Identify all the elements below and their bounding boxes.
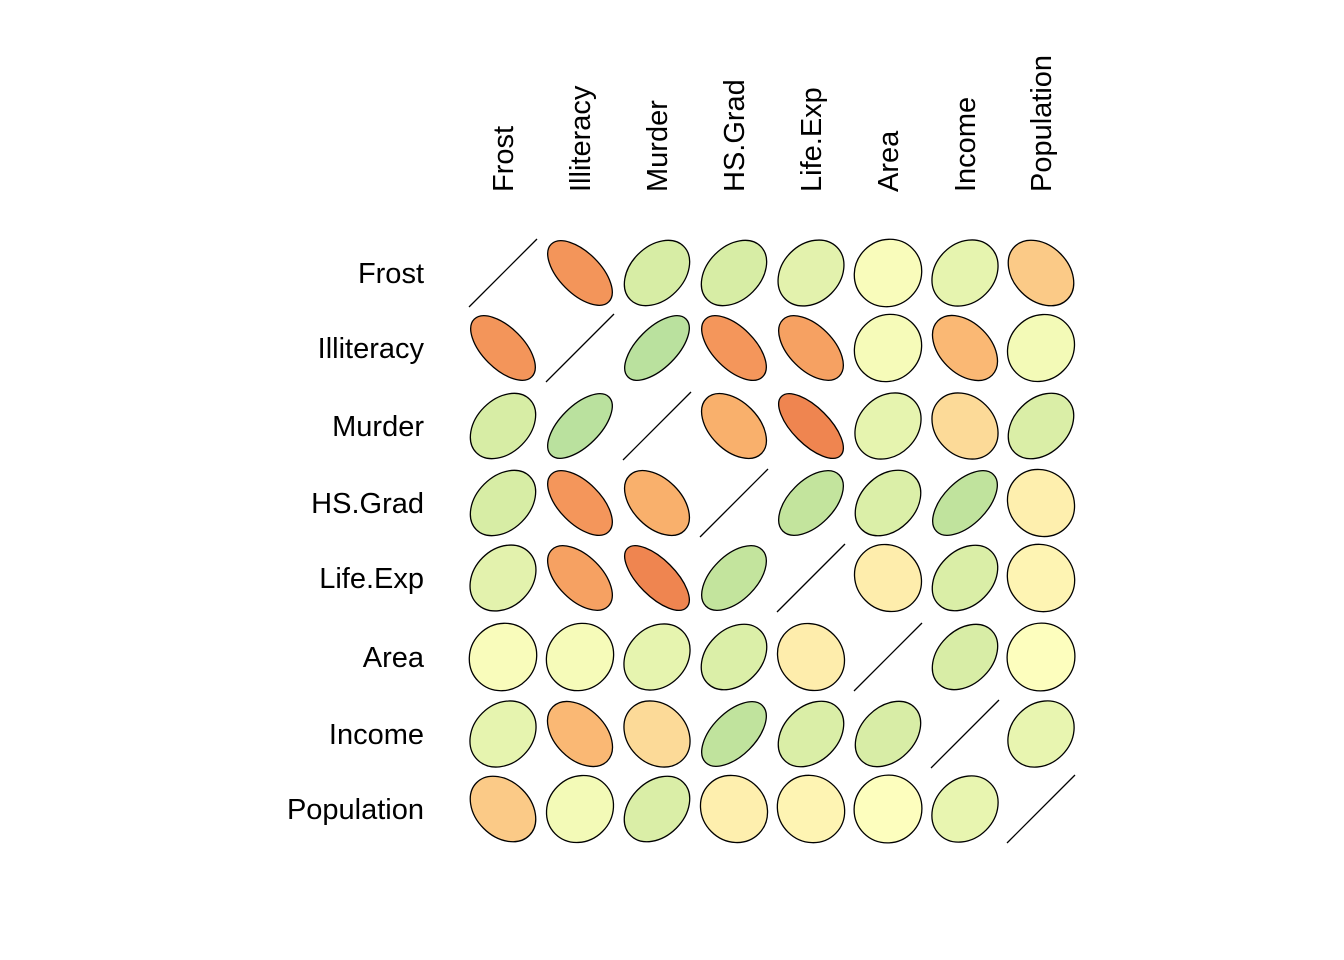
cell-frost-area-ellipse [853,238,923,308]
row-label-population: Population [287,794,424,826]
column-labels: Frost Illiteracy Murder HS.Grad Life.Exp Area… [488,55,1058,192]
column-label-area: Area [873,130,905,192]
cell-illiteracy-income-ellipse [931,314,999,382]
column-label-frost: Frost [488,126,520,192]
column-label-murder: Murder [642,100,674,192]
cell-hs-grad-population-ellipse [1006,468,1076,538]
cell-hs-grad-murder-ellipse [623,469,691,537]
cell-income-hs-grad-ellipse [701,701,767,767]
cell-murder-illiteracy-ellipse [547,393,613,459]
cell-illiteracy-illiteracy-diagonal-line [545,313,615,383]
cell-income-illiteracy-ellipse [546,700,614,768]
cell-frost-life-exp-ellipse [777,239,845,307]
column-label-hs-grad: HS.Grad [719,79,751,192]
cell-area-area-diagonal-line [853,622,923,692]
cell-income-population-ellipse [1007,700,1075,768]
cell-area-hs-grad-ellipse [700,623,768,691]
cell-income-murder-ellipse [623,700,691,768]
cell-income-area-ellipse [854,700,922,768]
cell-life-exp-income-ellipse [931,544,999,612]
cell-life-exp-illiteracy-ellipse [547,545,613,611]
cell-area-illiteracy-ellipse [545,622,615,692]
cell-area-murder-ellipse [623,623,691,691]
column-label-population: Population [1026,55,1058,192]
row-label-life-exp: Life.Exp [319,563,424,595]
cell-income-frost-ellipse [469,700,537,768]
cell-illiteracy-population-ellipse [1006,313,1076,383]
cell-hs-grad-area-ellipse [854,469,922,537]
cell-hs-grad-illiteracy-ellipse [547,470,613,536]
cell-murder-murder-diagonal-line [622,391,692,461]
cell-area-life-exp-ellipse [776,622,846,692]
cell-murder-area-ellipse [854,392,922,460]
cell-frost-hs-grad-ellipse [700,239,768,307]
column-label-income: Income [950,97,982,192]
cell-life-exp-life-exp-diagonal-line [776,543,846,613]
column-label-life-exp: Life.Exp [796,87,828,192]
cell-frost-illiteracy-ellipse [547,240,613,306]
cell-population-income-ellipse [931,775,999,843]
cell-illiteracy-frost-ellipse [470,315,536,381]
cell-illiteracy-murder-ellipse [624,315,690,381]
cell-population-frost-ellipse [469,775,537,843]
row-label-income: Income [329,719,424,751]
cell-frost-murder-ellipse [623,239,691,307]
cell-murder-hs-grad-ellipse [700,392,768,460]
cell-population-illiteracy-ellipse [545,774,615,844]
cell-murder-life-exp-ellipse [778,393,844,459]
cell-murder-population-ellipse [1007,392,1075,460]
row-label-murder: Murder [332,411,424,443]
cell-murder-income-ellipse [931,392,999,460]
cell-population-area-ellipse [853,774,923,844]
cell-area-frost-ellipse [468,622,538,692]
cell-life-exp-hs-grad-ellipse [701,545,767,611]
cell-population-hs-grad-ellipse [699,774,769,844]
cell-murder-frost-ellipse [469,392,537,460]
row-label-frost: Frost [358,258,424,290]
cell-area-income-ellipse [931,623,999,691]
cell-life-exp-population-ellipse [1006,543,1076,613]
row-label-illiteracy: Illiteracy [318,333,425,365]
cell-hs-grad-frost-ellipse [469,469,537,537]
cell-life-exp-murder-ellipse [624,545,690,611]
cell-frost-population-ellipse [1007,239,1075,307]
cell-hs-grad-life-exp-ellipse [778,470,844,536]
cell-illiteracy-hs-grad-ellipse [701,315,767,381]
row-label-area: Area [363,642,425,674]
cell-income-life-exp-ellipse [777,700,845,768]
cell-life-exp-area-ellipse [853,543,923,613]
cell-illiteracy-life-exp-ellipse [778,315,844,381]
cell-income-income-diagonal-line [930,699,1000,769]
cell-life-exp-frost-ellipse [469,544,537,612]
cell-population-murder-ellipse [623,775,691,843]
matrix-cells [468,238,1076,844]
cell-frost-frost-diagonal-line [468,238,538,308]
row-labels: Frost Illiteracy Murder HS.Grad Life.Exp Area… [287,258,425,826]
cell-hs-grad-income-ellipse [932,470,998,536]
cell-area-population-ellipse [1006,622,1076,692]
row-label-hs-grad: HS.Grad [311,488,424,520]
column-label-illiteracy: Illiteracy [565,85,597,192]
cell-frost-income-ellipse [931,239,999,307]
cell-population-life-exp-ellipse [776,774,846,844]
cell-population-population-diagonal-line [1006,774,1076,844]
cell-hs-grad-hs-grad-diagonal-line [699,468,769,538]
cell-illiteracy-area-ellipse [853,313,923,383]
